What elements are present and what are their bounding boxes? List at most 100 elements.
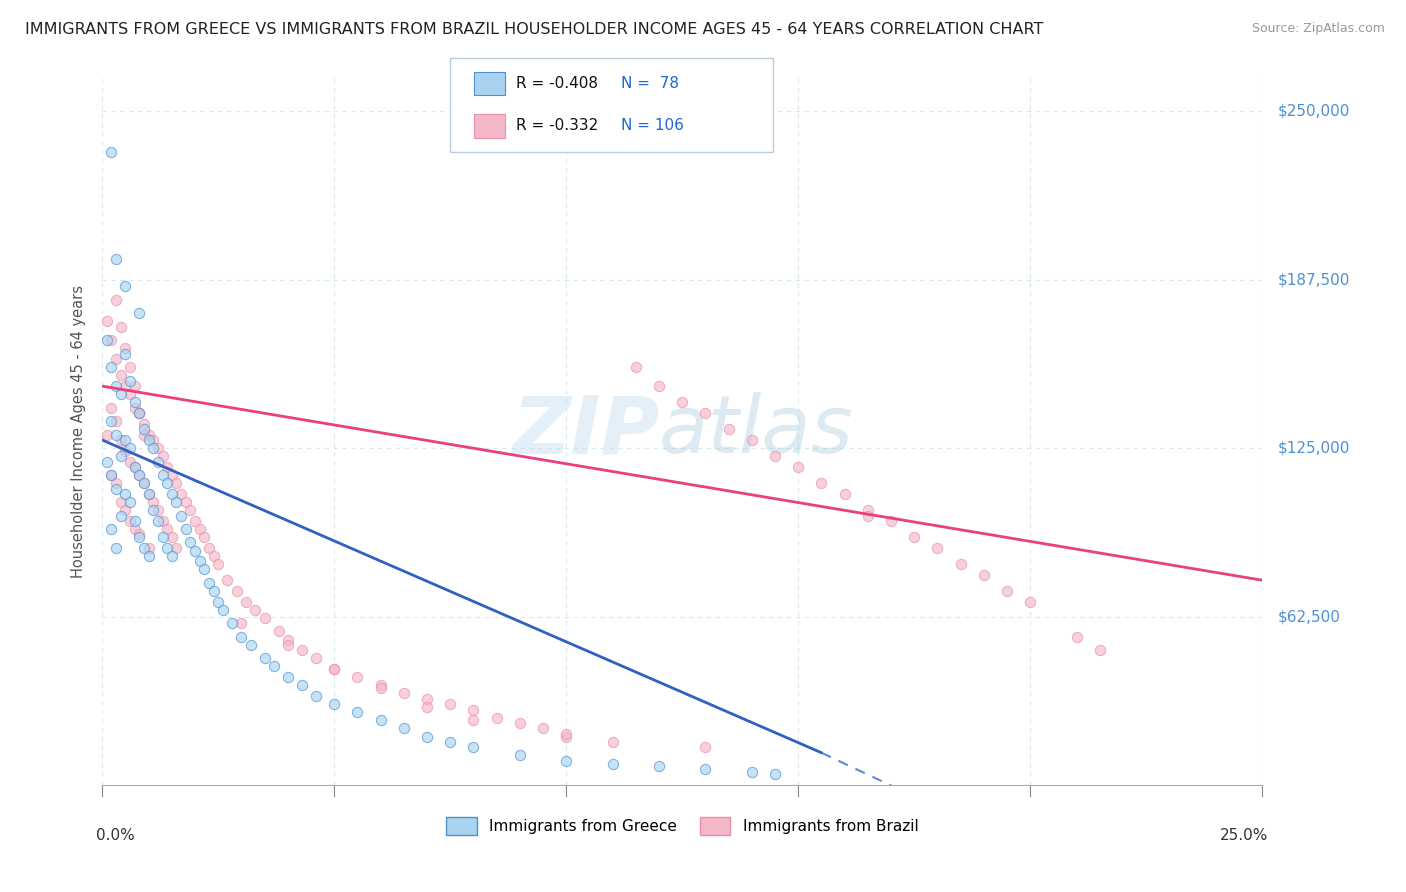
Text: 0.0%: 0.0% (97, 828, 135, 843)
Point (100, 468, 122, 483)
Point (463, 714, 485, 728)
Point (834, 487, 856, 501)
Point (602, 735, 624, 749)
Point (198, 575, 221, 590)
Y-axis label: Householder Income Ages 45 - 64 years: Householder Income Ages 45 - 64 years (72, 285, 86, 578)
Point (995, 584, 1018, 599)
Point (235, 595, 257, 609)
Point (416, 730, 439, 744)
Point (188, 522, 211, 536)
Text: $125,000: $125,000 (1278, 441, 1350, 456)
Text: IMMIGRANTS FROM GREECE VS IMMIGRANTS FROM BRAZIL HOUSEHOLDER INCOME AGES 45 - 64: IMMIGRANTS FROM GREECE VS IMMIGRANTS FRO… (25, 22, 1043, 37)
Point (291, 678, 314, 692)
Text: R = -0.408: R = -0.408 (516, 76, 598, 91)
Point (277, 638, 299, 652)
Point (880, 514, 903, 528)
Point (128, 306, 150, 320)
Point (1088, 643, 1111, 657)
Point (138, 549, 160, 563)
Text: ZIP: ZIP (512, 392, 659, 470)
Point (96, 314, 118, 328)
Text: R = -0.332: R = -0.332 (516, 119, 598, 134)
Point (118, 514, 141, 528)
Point (118, 360, 141, 375)
Point (152, 514, 174, 528)
Point (370, 681, 392, 695)
Point (741, 433, 763, 447)
Point (146, 454, 169, 468)
Text: 25.0%: 25.0% (1219, 828, 1268, 843)
Point (110, 508, 132, 523)
Point (110, 495, 132, 509)
Point (118, 495, 141, 509)
Point (949, 557, 972, 571)
Point (128, 530, 150, 544)
Point (142, 441, 165, 455)
Point (142, 433, 165, 447)
Point (166, 541, 188, 555)
Point (105, 414, 128, 428)
Point (156, 460, 179, 475)
Point (927, 541, 949, 555)
Point (128, 406, 150, 420)
Point (156, 541, 179, 555)
Point (114, 443, 136, 458)
Point (105, 352, 128, 367)
Point (100, 360, 122, 375)
Point (156, 522, 179, 536)
Point (124, 395, 146, 409)
Point (602, 756, 624, 771)
Point (217, 573, 239, 587)
Point (370, 678, 392, 692)
Point (225, 584, 247, 599)
Point (128, 468, 150, 483)
Point (263, 659, 285, 673)
Point (138, 541, 160, 555)
Point (856, 508, 879, 523)
Point (152, 468, 174, 483)
Point (509, 748, 531, 763)
Point (485, 711, 508, 725)
Point (202, 584, 225, 599)
Point (110, 387, 132, 401)
Point (170, 487, 193, 501)
Point (1019, 595, 1042, 609)
Point (114, 503, 136, 517)
Point (138, 427, 160, 442)
Point (188, 554, 211, 568)
Point (555, 754, 578, 768)
Point (105, 476, 128, 491)
Point (118, 441, 141, 455)
Point (202, 549, 225, 563)
Point (763, 449, 786, 463)
Point (152, 449, 174, 463)
Point (105, 427, 128, 442)
Point (253, 651, 276, 665)
Point (416, 700, 439, 714)
Point (124, 401, 146, 415)
Point (114, 342, 136, 356)
Point (105, 293, 128, 307)
Point (695, 762, 717, 776)
Point (114, 433, 136, 447)
Point (146, 441, 169, 455)
Text: $62,500: $62,500 (1278, 609, 1340, 624)
Point (160, 487, 183, 501)
Point (973, 567, 995, 582)
Point (124, 460, 146, 475)
Point (132, 422, 155, 436)
Point (463, 740, 485, 755)
Point (370, 714, 392, 728)
Point (110, 433, 132, 447)
Point (128, 406, 150, 420)
Text: $250,000: $250,000 (1278, 103, 1350, 119)
Point (810, 476, 832, 491)
Point (128, 406, 150, 420)
Point (118, 374, 141, 388)
Point (439, 697, 461, 711)
Point (267, 624, 290, 639)
Point (100, 145, 122, 159)
Point (124, 514, 146, 528)
Point (110, 319, 132, 334)
Point (439, 735, 461, 749)
